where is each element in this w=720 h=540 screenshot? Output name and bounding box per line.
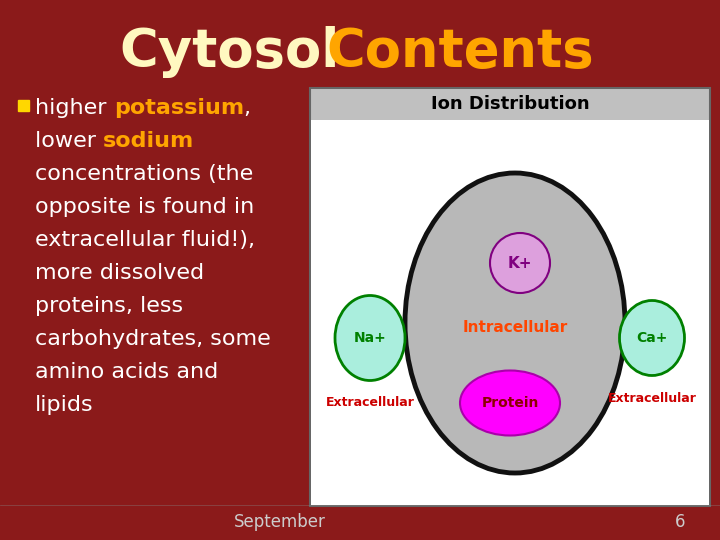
- Text: Ion Distribution: Ion Distribution: [431, 95, 589, 113]
- Ellipse shape: [335, 295, 405, 381]
- Text: higher: higher: [35, 98, 114, 118]
- Text: Contents: Contents: [326, 26, 594, 78]
- Text: more dissolved: more dissolved: [35, 263, 204, 283]
- Text: opposite is found in: opposite is found in: [35, 197, 254, 217]
- Text: lipids: lipids: [35, 395, 94, 415]
- Text: Cytosol: Cytosol: [120, 26, 340, 78]
- Text: 6: 6: [675, 513, 685, 531]
- Text: amino acids and: amino acids and: [35, 362, 218, 382]
- Text: ,: ,: [244, 98, 251, 118]
- Text: concentrations (the: concentrations (the: [35, 164, 253, 184]
- Circle shape: [490, 233, 550, 293]
- FancyBboxPatch shape: [311, 120, 709, 505]
- FancyBboxPatch shape: [310, 88, 710, 506]
- Ellipse shape: [619, 300, 685, 375]
- Text: potassium: potassium: [114, 98, 244, 118]
- Text: carbohydrates, some: carbohydrates, some: [35, 329, 271, 349]
- Text: Intracellular: Intracellular: [462, 321, 567, 335]
- Ellipse shape: [405, 173, 625, 473]
- Ellipse shape: [460, 370, 560, 435]
- Text: Extracellular: Extracellular: [608, 392, 696, 404]
- Text: proteins, less: proteins, less: [35, 296, 183, 316]
- Text: lower: lower: [35, 131, 103, 151]
- Text: September: September: [234, 513, 326, 531]
- Bar: [18, 100, 29, 111]
- Text: Na+: Na+: [354, 331, 387, 345]
- Text: Extracellular: Extracellular: [325, 396, 415, 409]
- Text: Protein: Protein: [481, 396, 539, 410]
- Text: sodium: sodium: [103, 131, 194, 151]
- Text: extracellular fluid!),: extracellular fluid!),: [35, 230, 255, 250]
- Text: Ca+: Ca+: [636, 331, 667, 345]
- Text: K+: K+: [508, 255, 532, 271]
